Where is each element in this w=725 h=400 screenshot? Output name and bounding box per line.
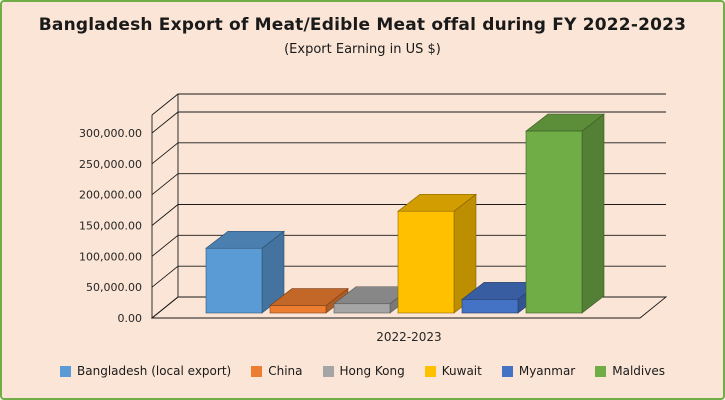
bar-front: [461, 299, 519, 314]
y-tick-label: 150,000.00: [79, 220, 142, 233]
y-tick-label: 0.00: [118, 312, 143, 325]
legend-item: Kuwait: [424, 364, 482, 378]
y-tick-label: 300,000.00: [79, 127, 142, 140]
legend-swatch: [322, 365, 334, 377]
legend-item: Maldives: [595, 364, 665, 378]
y-tick-label: 250,000.00: [79, 158, 142, 171]
bar-side: [581, 113, 605, 314]
y-tick-label: 100,000.00: [79, 250, 142, 263]
legend-label: Hong Kong: [339, 364, 405, 378]
legend-item: China: [251, 364, 303, 378]
legend-label: Myanmar: [518, 364, 576, 378]
legend-swatch: [595, 365, 607, 377]
legend-label: Bangladesh (local export): [77, 364, 232, 378]
y-tick-label: 50,000.00: [86, 281, 142, 294]
legend-label: Maldives: [612, 364, 665, 378]
legend-swatch: [424, 365, 436, 377]
legend-swatch: [251, 365, 263, 377]
chart-subtitle: (Export Earning in US $): [284, 42, 441, 57]
y-tick-label: 200,000.00: [79, 189, 142, 202]
chart-title: Bangladesh Export of Meat/Edible Meat of…: [38, 15, 687, 35]
bar-front: [205, 247, 263, 314]
legend: Bangladesh (local export) China Hong Kong K…: [2, 364, 723, 378]
bar-front: [397, 210, 455, 314]
x-category-label: 2022-2023: [376, 330, 441, 344]
floor-outline: [150, 296, 668, 319]
bar-front: [333, 303, 391, 314]
legend-swatch: [60, 365, 72, 377]
legend-item: Hong Kong: [322, 364, 405, 378]
legend-label: China: [268, 364, 303, 378]
legend-swatch: [501, 365, 513, 377]
bar-front: [525, 130, 583, 314]
legend-label: Kuwait: [441, 364, 482, 378]
legend-item: Myanmar: [501, 364, 576, 378]
bar-front: [269, 305, 327, 314]
legend-item: Bangladesh (local export): [60, 364, 231, 378]
